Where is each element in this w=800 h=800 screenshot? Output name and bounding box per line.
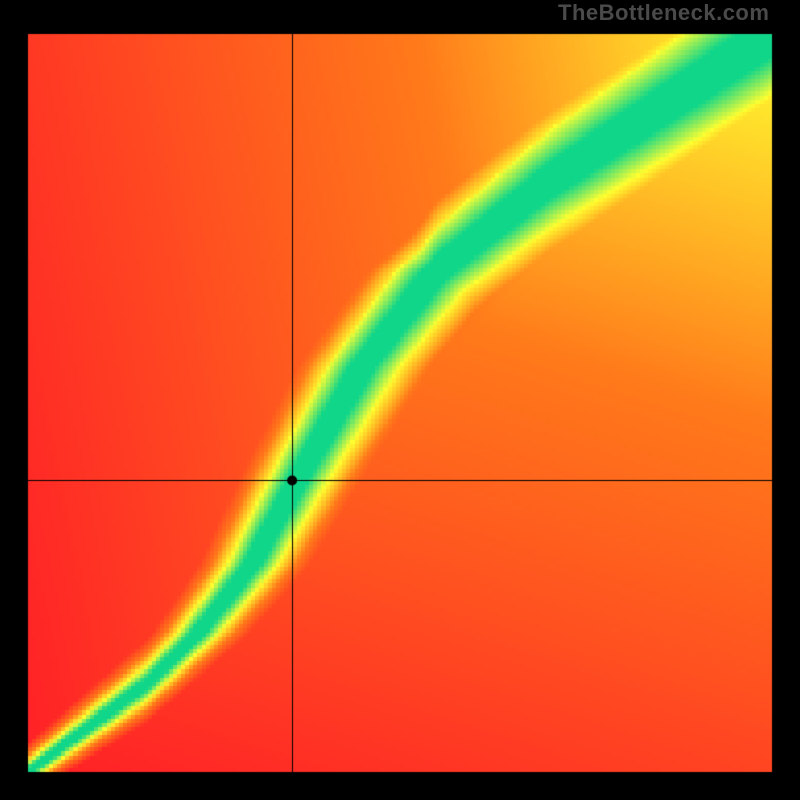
watermark-text: TheBottleneck.com [558,2,769,24]
bottleneck-heatmap [0,0,800,800]
